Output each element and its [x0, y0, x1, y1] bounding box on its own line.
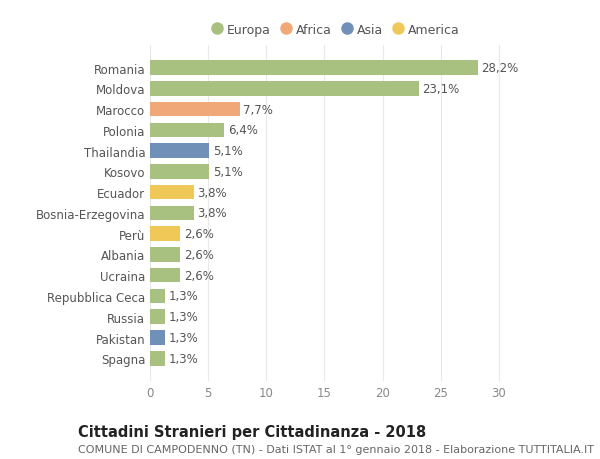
Text: 7,7%: 7,7%: [243, 103, 273, 116]
Bar: [150, 123, 224, 138]
Bar: [150, 227, 180, 241]
Text: 2,6%: 2,6%: [184, 248, 214, 261]
Bar: [150, 269, 180, 283]
Text: COMUNE DI CAMPODENNO (TN) - Dati ISTAT al 1° gennaio 2018 - Elaborazione TUTTITA: COMUNE DI CAMPODENNO (TN) - Dati ISTAT a…: [78, 444, 594, 454]
Text: 5,1%: 5,1%: [213, 166, 242, 179]
Text: 1,3%: 1,3%: [169, 290, 199, 303]
Text: 1,3%: 1,3%: [169, 311, 199, 324]
Bar: [150, 206, 194, 221]
Bar: [150, 165, 209, 179]
Bar: [150, 61, 478, 76]
Bar: [150, 144, 209, 158]
Bar: [150, 330, 165, 345]
Text: 1,3%: 1,3%: [169, 352, 199, 365]
Text: 3,8%: 3,8%: [197, 186, 227, 199]
Bar: [150, 289, 165, 303]
Bar: [150, 310, 165, 325]
Text: Cittadini Stranieri per Cittadinanza - 2018: Cittadini Stranieri per Cittadinanza - 2…: [78, 425, 426, 440]
Text: 23,1%: 23,1%: [422, 83, 459, 95]
Text: 28,2%: 28,2%: [481, 62, 518, 75]
Text: 3,8%: 3,8%: [197, 207, 227, 220]
Bar: [150, 351, 165, 366]
Text: 2,6%: 2,6%: [184, 269, 214, 282]
Text: 5,1%: 5,1%: [213, 145, 242, 158]
Text: 2,6%: 2,6%: [184, 228, 214, 241]
Text: 6,4%: 6,4%: [228, 124, 258, 137]
Bar: [150, 82, 419, 96]
Legend: Europa, Africa, Asia, America: Europa, Africa, Asia, America: [207, 19, 465, 42]
Bar: [150, 247, 180, 262]
Bar: [150, 185, 194, 200]
Text: 1,3%: 1,3%: [169, 331, 199, 344]
Bar: [150, 102, 239, 117]
